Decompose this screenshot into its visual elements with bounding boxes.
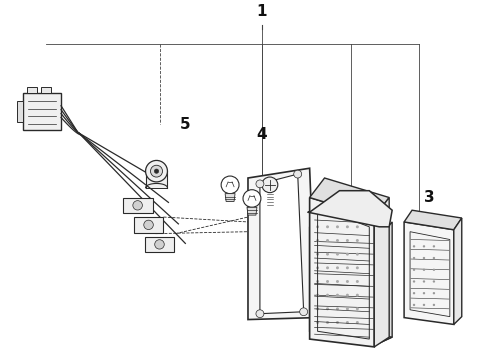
Circle shape [221, 176, 239, 194]
Circle shape [433, 280, 435, 283]
Circle shape [326, 294, 329, 297]
Polygon shape [247, 207, 257, 215]
Polygon shape [23, 93, 61, 130]
Circle shape [326, 239, 329, 242]
Circle shape [154, 169, 159, 173]
Circle shape [326, 280, 329, 283]
Polygon shape [27, 87, 37, 93]
Polygon shape [377, 222, 392, 344]
Text: 4: 4 [257, 127, 267, 141]
Circle shape [300, 308, 308, 316]
Circle shape [336, 266, 339, 269]
Circle shape [326, 321, 329, 324]
Polygon shape [308, 191, 392, 227]
Circle shape [423, 269, 425, 271]
Circle shape [150, 165, 163, 177]
Circle shape [423, 257, 425, 259]
Circle shape [316, 321, 319, 324]
Circle shape [356, 280, 359, 283]
Polygon shape [374, 198, 389, 347]
Circle shape [423, 245, 425, 248]
Circle shape [423, 304, 425, 306]
Circle shape [433, 292, 435, 294]
Circle shape [262, 177, 278, 193]
Circle shape [413, 257, 415, 259]
Polygon shape [17, 101, 23, 122]
Circle shape [356, 239, 359, 242]
Circle shape [413, 292, 415, 294]
Polygon shape [248, 168, 316, 320]
Polygon shape [260, 174, 304, 314]
Circle shape [346, 294, 349, 297]
Polygon shape [145, 237, 174, 252]
Circle shape [336, 239, 339, 242]
Circle shape [336, 253, 339, 256]
Circle shape [433, 304, 435, 306]
Polygon shape [122, 198, 152, 213]
Polygon shape [310, 227, 377, 344]
Circle shape [346, 280, 349, 283]
Text: 2: 2 [346, 253, 357, 269]
Circle shape [256, 310, 264, 318]
Circle shape [326, 253, 329, 256]
Circle shape [423, 292, 425, 294]
Circle shape [316, 307, 319, 310]
Polygon shape [134, 217, 164, 233]
Circle shape [316, 253, 319, 256]
Circle shape [413, 269, 415, 271]
Circle shape [356, 225, 359, 228]
Circle shape [356, 307, 359, 310]
Text: 1: 1 [257, 4, 267, 19]
Circle shape [413, 245, 415, 248]
Circle shape [336, 307, 339, 310]
Circle shape [144, 220, 153, 230]
Circle shape [326, 307, 329, 310]
Circle shape [316, 239, 319, 242]
Polygon shape [267, 193, 273, 206]
Circle shape [356, 321, 359, 324]
Text: 5: 5 [180, 117, 191, 132]
Circle shape [146, 161, 168, 182]
Circle shape [336, 280, 339, 283]
Circle shape [256, 180, 264, 188]
Polygon shape [41, 87, 51, 93]
Circle shape [346, 239, 349, 242]
Circle shape [433, 269, 435, 271]
Polygon shape [404, 210, 462, 230]
Polygon shape [310, 178, 389, 217]
Circle shape [346, 225, 349, 228]
Circle shape [336, 225, 339, 228]
Text: 3: 3 [424, 190, 434, 205]
Circle shape [356, 253, 359, 256]
Circle shape [433, 245, 435, 248]
Circle shape [316, 294, 319, 297]
Circle shape [413, 280, 415, 283]
Circle shape [346, 307, 349, 310]
Circle shape [316, 280, 319, 283]
Circle shape [413, 304, 415, 306]
Polygon shape [310, 198, 374, 347]
Circle shape [294, 170, 302, 178]
Circle shape [336, 321, 339, 324]
Circle shape [326, 266, 329, 269]
Polygon shape [225, 194, 235, 202]
Circle shape [423, 280, 425, 283]
Polygon shape [310, 324, 392, 344]
Circle shape [243, 190, 261, 207]
Polygon shape [146, 171, 168, 188]
Circle shape [356, 266, 359, 269]
Circle shape [433, 257, 435, 259]
Circle shape [326, 225, 329, 228]
Polygon shape [454, 218, 462, 324]
Circle shape [336, 294, 339, 297]
Polygon shape [404, 222, 454, 324]
Circle shape [356, 294, 359, 297]
Circle shape [346, 253, 349, 256]
Circle shape [316, 266, 319, 269]
Circle shape [346, 321, 349, 324]
Circle shape [155, 240, 164, 249]
Circle shape [316, 225, 319, 228]
Circle shape [346, 266, 349, 269]
Circle shape [133, 201, 143, 210]
